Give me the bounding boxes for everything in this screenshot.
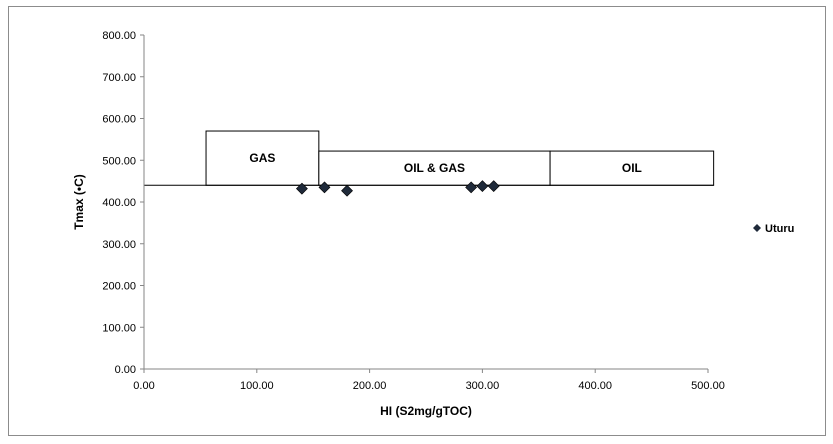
x-axis-title: HI (S2mg/gTOC) [380, 404, 472, 418]
data-point-diamond [341, 184, 353, 197]
y-tick-label: 500.00 [102, 155, 136, 167]
region-box-2 [318, 150, 551, 186]
x-tick-label: 100.00 [240, 380, 274, 392]
data-point-diamond [476, 180, 489, 193]
region-label-1: GAS [249, 151, 275, 165]
x-tick-label: 500.00 [691, 380, 725, 392]
points-layer [295, 180, 500, 197]
legend-marker-uturu [753, 224, 761, 232]
region-label-3: OIL [622, 161, 642, 175]
axes-layer: 0.00 100.00 200.00 300.00 400.00 500.00 600.00… [102, 30, 724, 392]
regions-layer: GAS OIL & GAS OIL [144, 130, 715, 186]
legend: Uturu [753, 223, 794, 235]
x-tick-label: 200.00 [353, 380, 387, 392]
y-tick-label: 800.00 [102, 30, 136, 42]
y-tick-label: 700.00 [102, 72, 136, 84]
x-tick-label: 300.00 [466, 380, 500, 392]
legend-label-uturu: Uturu [765, 223, 794, 235]
x-tick-label: 400.00 [578, 380, 612, 392]
region-label-2: OIL & GAS [404, 161, 465, 175]
y-tick-label: 200.00 [102, 281, 136, 293]
data-point-diamond [295, 182, 308, 195]
data-point-diamond [318, 181, 331, 194]
data-point-diamond [487, 180, 500, 193]
y-tick-label: 0.00 [115, 364, 136, 376]
y-tick-label: 400.00 [102, 197, 136, 209]
y-tick-label: 100.00 [102, 322, 136, 334]
y-tick-label: 600.00 [102, 114, 136, 126]
data-point-diamond [465, 181, 478, 194]
y-axis-title: Tmax (•C) [72, 174, 86, 230]
scatter-chart: GAS OIL & GAS OIL 0.00 100.00 200.00 300.00 40… [72, 30, 794, 418]
x-tick-label: 0.00 [133, 380, 154, 392]
region-box-3 [549, 150, 715, 186]
chart-area: GAS OIL & GAS OIL 0.00 100.00 200.00 300.00 40… [8, 6, 826, 436]
y-tick-label: 300.00 [102, 239, 136, 251]
region-box-1 [205, 130, 320, 186]
